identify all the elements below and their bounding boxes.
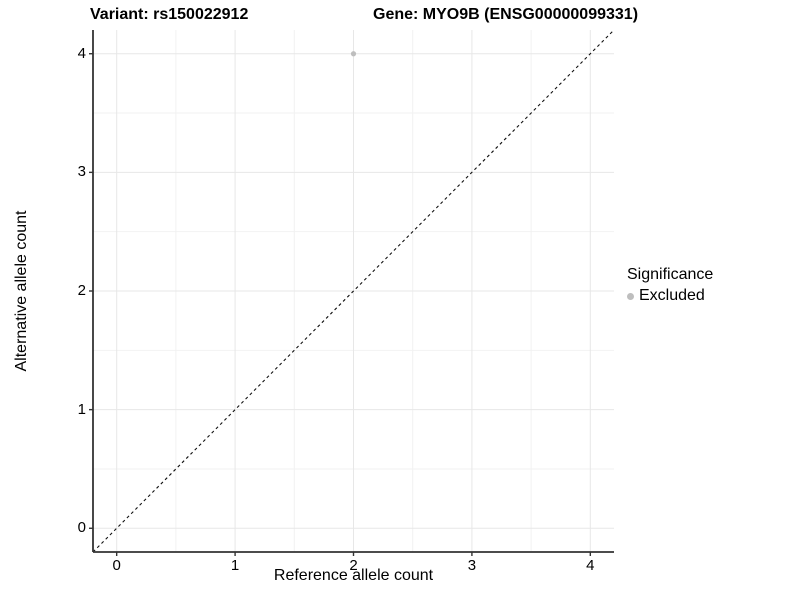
x-axis-title: Reference allele count: [273, 567, 434, 584]
x-tick-label: 4: [586, 557, 595, 574]
y-tick-label: 2: [77, 282, 86, 299]
identity-line: [92, 29, 615, 553]
plot-svg: [89, 29, 615, 556]
gene-title: Gene: MYO9B (ENSG00000099331): [373, 6, 639, 23]
x-tick-label: 3: [467, 557, 477, 574]
x-tick-label: 1: [230, 557, 240, 574]
data-point: [350, 51, 357, 57]
y-tick-label: 1: [77, 400, 86, 418]
legend-item-label: Excluded: [639, 287, 705, 304]
legend-key-dot-icon: [627, 292, 634, 300]
plot-panel: [89, 29, 615, 556]
legend-item: Excluded: [627, 287, 713, 305]
x-tick-label: 2: [349, 557, 358, 574]
y-axis-title: Alternative allele count: [13, 210, 30, 372]
y-tick-label: 0: [77, 519, 86, 537]
x-tick-label: 0: [112, 557, 121, 574]
variant-title: Variant: rs150022912: [90, 6, 249, 23]
legend: Significance Excluded: [627, 266, 713, 305]
y-tick-label: 3: [77, 163, 86, 181]
y-tick-label: 4: [77, 44, 86, 62]
legend-title: Significance: [627, 266, 714, 283]
